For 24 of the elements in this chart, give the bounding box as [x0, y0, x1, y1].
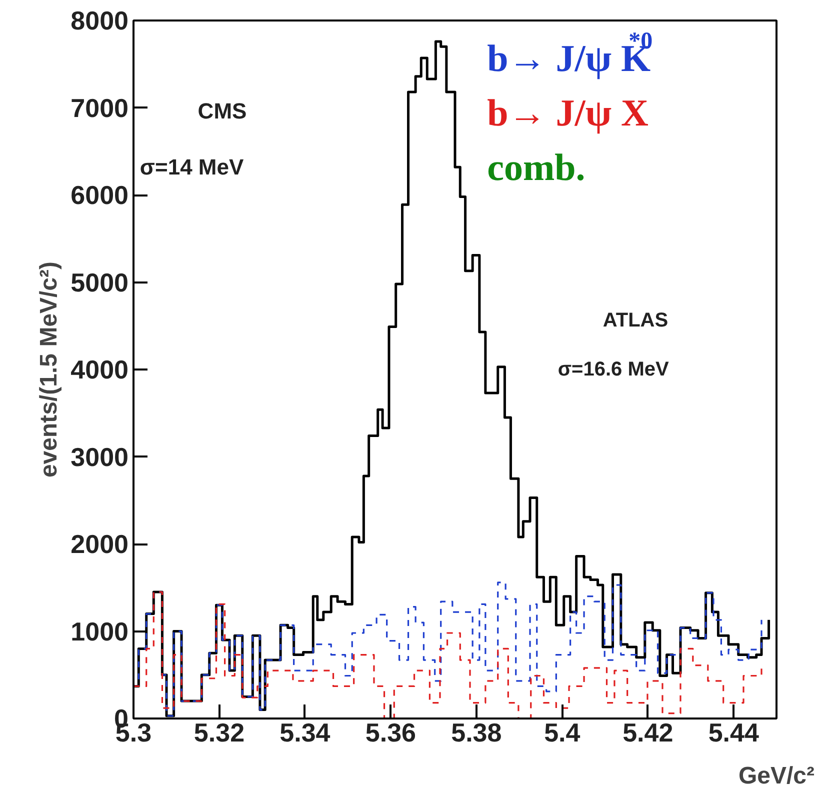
- x-tick-label: 5.38: [451, 718, 502, 748]
- text: b→ J/ψ X: [487, 92, 648, 134]
- y-axis-title: events/(1.5 MeV/c²): [36, 261, 63, 478]
- y-tick-label: 5000: [70, 267, 129, 298]
- y-tick-label: 7000: [70, 92, 129, 123]
- text: b→ J/ψ K*0: [487, 28, 653, 80]
- x-tick-label: 5.42: [622, 718, 674, 748]
- x-tick-label: 5.34: [280, 718, 331, 748]
- annotation: σ=14 MeV: [140, 154, 244, 180]
- y-tick-label: 8000: [70, 6, 129, 36]
- y-tick-label: 6000: [70, 180, 129, 210]
- annotation: ATLAS: [602, 310, 668, 332]
- x-tick-label: 5.44: [708, 718, 760, 748]
- x-axis-title: GeV/c²: [738, 762, 815, 790]
- annotation: σ=16.6 MeV: [558, 358, 670, 380]
- x-tick-label: 5.36: [365, 718, 416, 748]
- x-tick-label: 5.32: [194, 718, 245, 748]
- y-tick-label: 2000: [70, 529, 129, 559]
- annotation: comb.: [487, 146, 586, 189]
- y-tick-label: 3000: [70, 442, 129, 472]
- x-tick-label: 5.4: [544, 718, 581, 748]
- y-tick-label: 1000: [70, 616, 129, 646]
- y-tick-label: 4000: [70, 354, 129, 384]
- annotation: CMS: [198, 98, 247, 124]
